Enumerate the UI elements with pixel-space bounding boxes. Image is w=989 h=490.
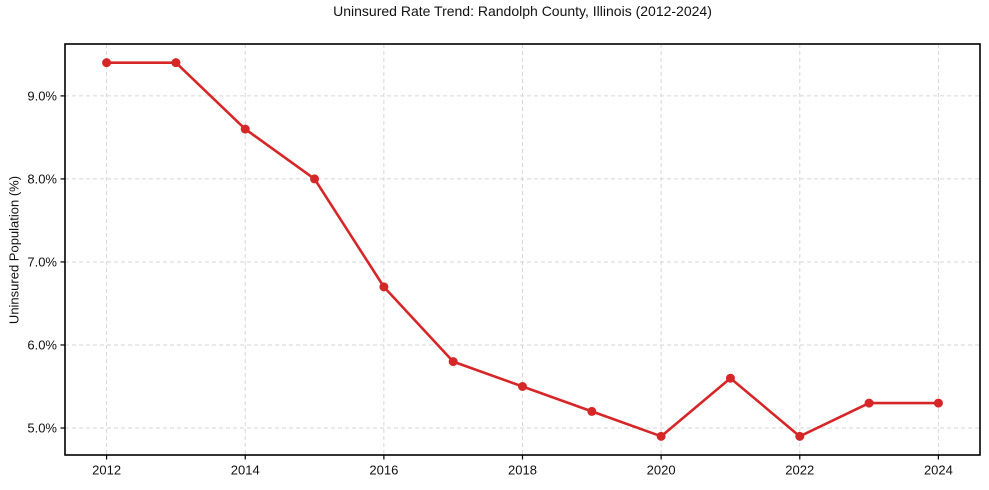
y-tick-label: 9.0%: [27, 88, 57, 103]
data-point-marker: [587, 406, 597, 416]
y-tick-label: 5.0%: [27, 421, 57, 436]
y-tick-label: 6.0%: [27, 337, 57, 352]
data-point-marker: [795, 431, 805, 441]
y-tick-label: 7.0%: [27, 254, 57, 269]
y-tick-label: 8.0%: [27, 171, 57, 186]
x-tick-label: 2014: [231, 463, 260, 478]
data-point-marker: [518, 382, 527, 391]
x-tick-label: 2024: [924, 463, 953, 478]
data-point-marker: [310, 174, 320, 184]
data-point-marker: [171, 58, 181, 68]
data-point-marker: [448, 357, 458, 367]
chart-title: Uninsured Rate Trend: Randolph County, I…: [333, 3, 712, 19]
data-point-marker: [725, 373, 735, 383]
x-tick-label: 2022: [785, 463, 814, 478]
data-point-marker: [864, 398, 874, 408]
data-point-marker: [102, 58, 112, 68]
data-point-marker: [240, 124, 250, 134]
x-tick-label: 2012: [92, 463, 121, 478]
data-point-marker: [656, 431, 666, 441]
x-tick-label: 2016: [369, 463, 398, 478]
x-tick-label: 2018: [508, 463, 537, 478]
data-point-marker: [933, 398, 943, 408]
x-tick-label: 2020: [647, 463, 676, 478]
data-point-marker: [379, 282, 389, 292]
